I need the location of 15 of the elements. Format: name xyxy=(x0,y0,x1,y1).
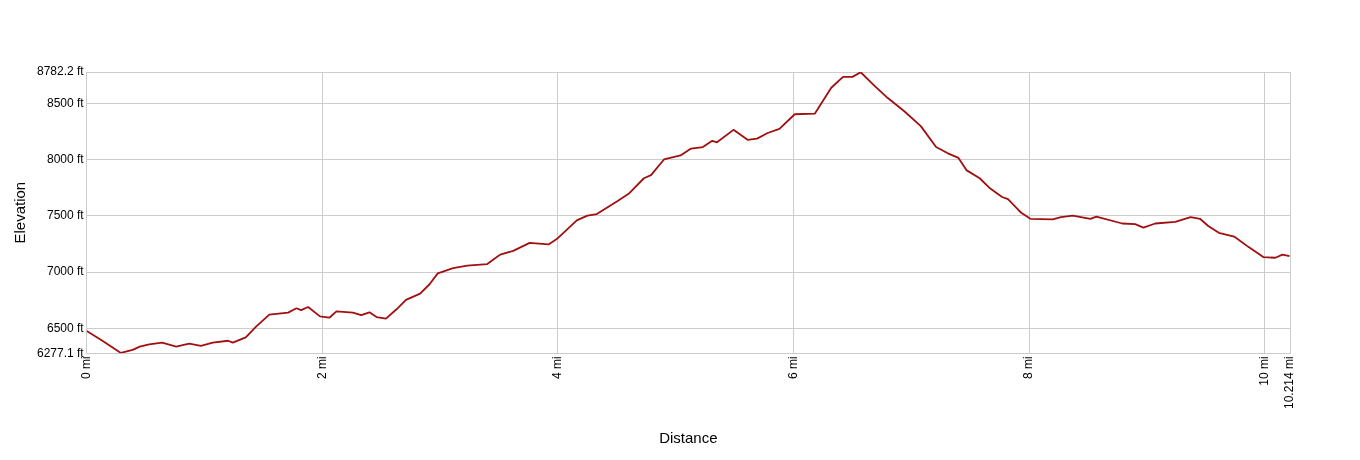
y-axis-title: Elevation xyxy=(11,181,29,244)
y-tick-label: 7500 ft xyxy=(47,208,85,223)
x-tick-label: 10.214 mi xyxy=(1282,356,1297,409)
y-tick-label: 6500 ft xyxy=(47,320,85,335)
y-tick-label: 7000 ft xyxy=(47,264,85,279)
x-tick-label: 8 mi xyxy=(1021,356,1036,379)
y-tick-label: 8000 ft xyxy=(47,152,85,167)
x-tick-label: 6 mi xyxy=(785,356,800,379)
y-tick-label: 8500 ft xyxy=(47,96,85,110)
x-axis-title: Distance xyxy=(659,429,718,447)
x-tick-label: 2 mi xyxy=(314,356,329,379)
x-tick-label: 10 mi xyxy=(1257,356,1272,386)
x-tick-label: 4 mi xyxy=(550,356,565,379)
y-tick-label: 8782.2 ft xyxy=(36,64,85,79)
x-tick-label: 0 mi xyxy=(79,356,94,379)
